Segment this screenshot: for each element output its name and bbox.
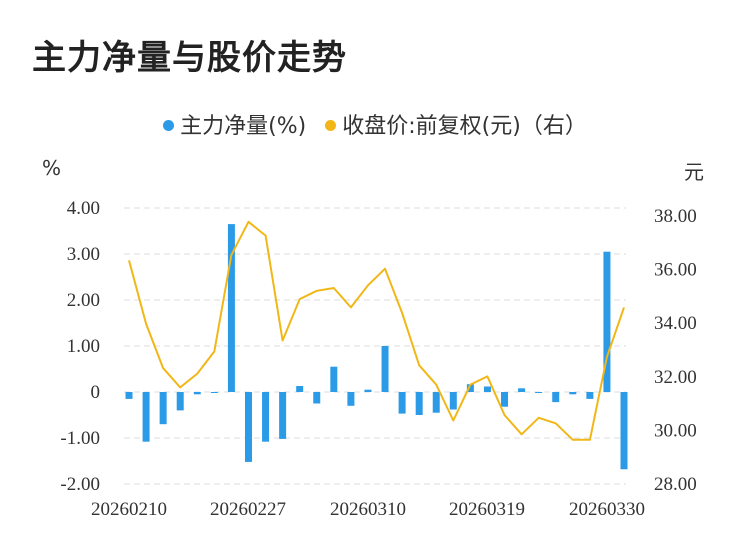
bar-main-force: [142, 392, 150, 442]
bar-main-force: [552, 392, 560, 403]
bar-main-force: [415, 392, 423, 415]
right-axis-tick-label: 34.00: [654, 313, 697, 334]
right-axis-tick-label: 30.00: [654, 420, 697, 441]
line-close-price: [128, 220, 625, 441]
bar-main-force: [518, 388, 526, 392]
bar-main-force: [569, 392, 577, 395]
bar-main-force: [449, 392, 457, 410]
x-axis-tick-label: 20260210: [91, 499, 167, 520]
legend-line-swatch-icon: [325, 120, 337, 131]
bar-main-force: [227, 224, 235, 392]
bar-main-force: [347, 392, 355, 406]
bar-main-force: [159, 392, 167, 425]
legend-item-main-force[interactable]: 主力净量(%): [163, 108, 306, 140]
bar-main-force: [262, 392, 270, 442]
bar-main-force: [296, 386, 304, 392]
right-axis-tick-label: 36.00: [654, 260, 697, 281]
left-axis-unit: %: [42, 156, 62, 180]
bar-main-force: [603, 251, 611, 392]
bar-main-force: [381, 346, 389, 392]
bar-main-force: [313, 392, 321, 404]
bar-main-force: [586, 392, 594, 399]
bar-main-force: [244, 392, 252, 462]
bar-main-force: [501, 392, 509, 407]
bar-main-force: [483, 386, 491, 392]
bar-main-force: [193, 392, 201, 395]
legend: 主力净量(%) 收盘价:前复权(元)（右）: [0, 108, 750, 140]
right-axis-unit: 元: [684, 160, 704, 184]
legend-main-force-label: 主力净量(%): [180, 114, 307, 139]
left-axis-tick-label: -1.00: [60, 428, 100, 449]
bar-main-force: [210, 392, 218, 393]
bar-main-force: [125, 392, 133, 399]
left-axis-tick-label: 3.00: [67, 244, 100, 265]
legend-item-close-price[interactable]: 收盘价:前复权(元)（右）: [325, 108, 587, 140]
bar-main-force: [432, 392, 440, 413]
bar-main-force: [535, 392, 543, 393]
bar-main-force: [364, 389, 372, 392]
chart-title: 主力净量与股价走势: [32, 38, 347, 78]
x-axis-tick-label: 20260310: [330, 499, 406, 520]
left-axis-tick-label: 1.00: [67, 336, 100, 357]
bar-main-force: [330, 366, 338, 392]
right-axis-tick-label: 38.00: [654, 206, 697, 227]
x-axis-tick-label: 20260227: [210, 499, 286, 520]
legend-bar-swatch-icon: [163, 120, 175, 131]
left-axis-tick-label: 2.00: [67, 290, 100, 311]
bar-main-force: [466, 384, 474, 392]
bar-main-force: [279, 392, 287, 439]
right-axis-tick-label: 28.00: [654, 474, 697, 495]
left-axis-tick-label: 4.00: [67, 198, 100, 219]
right-axis-tick-label: 32.00: [654, 367, 697, 388]
bar-main-force: [620, 392, 628, 470]
x-axis-tick-label: 20260319: [449, 499, 525, 520]
x-axis-tick-label: 20260330: [569, 499, 645, 520]
bar-main-force: [176, 392, 184, 411]
legend-close-price-label: 收盘价:前复权(元)（右）: [342, 114, 587, 139]
left-axis-tick-label: 0: [91, 382, 101, 403]
bar-main-force: [398, 392, 406, 414]
left-axis-tick-label: -2.00: [60, 474, 100, 495]
